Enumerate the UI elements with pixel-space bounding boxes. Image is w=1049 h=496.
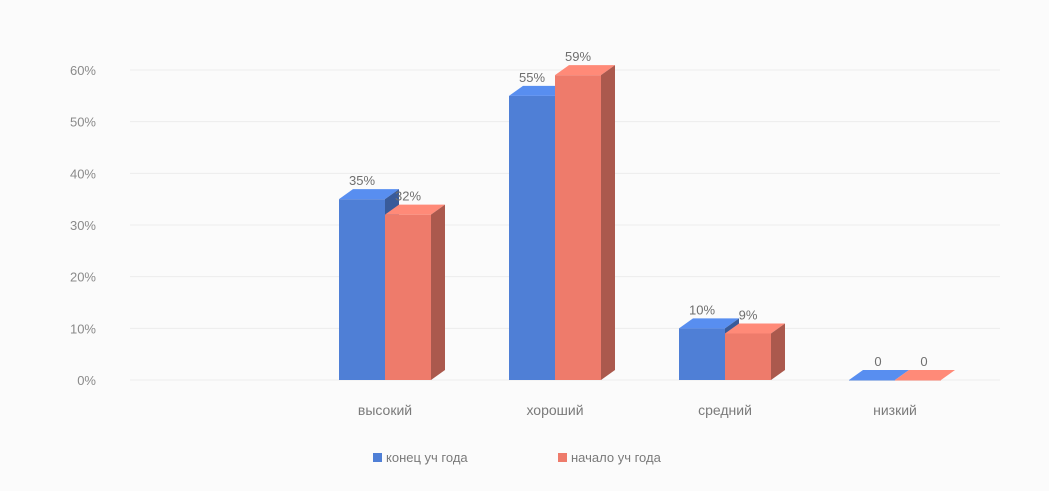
bar-top [385, 204, 445, 215]
legend-label: начало уч года [571, 450, 662, 465]
legend-label: конец уч года [386, 450, 468, 465]
data-label: 10% [689, 302, 715, 317]
bar-top [895, 370, 955, 380]
bar-front [895, 380, 941, 381]
bar-start-2 [725, 323, 785, 380]
legend-swatch [558, 453, 567, 462]
bar-front [679, 328, 725, 380]
x-tick-label: высокий [358, 402, 412, 418]
bar-start-3 [895, 370, 955, 381]
legend-swatch [373, 453, 382, 462]
y-tick-label: 20% [70, 270, 96, 285]
legend-item: начало уч года [558, 450, 662, 465]
bar-top [555, 65, 615, 76]
bar-side [601, 65, 615, 381]
y-tick-label: 40% [70, 166, 96, 181]
bar-top [679, 318, 739, 329]
legend: конец уч года начало уч года [373, 450, 662, 465]
x-tick-label: средний [698, 402, 752, 418]
bar-end-3 [849, 370, 909, 381]
bar-top [725, 323, 785, 334]
y-tick-label: 10% [70, 321, 96, 336]
data-label: 0 [874, 354, 881, 369]
bar-front [555, 75, 601, 381]
data-label: 32% [395, 189, 421, 204]
bar-front [385, 214, 431, 380]
bar-front [725, 333, 771, 380]
bar-top [339, 189, 399, 200]
data-label: 9% [739, 308, 758, 323]
data-labels: 35% 32% 55% 59% 10% 9% 0 0 [349, 49, 928, 369]
y-tick-label: 30% [70, 218, 96, 233]
y-tick-label: 0% [77, 373, 96, 388]
bar-side [771, 323, 785, 380]
data-label: 0 [920, 354, 927, 369]
data-label: 55% [519, 70, 545, 85]
bar-start-1 [555, 65, 615, 381]
bar-top [849, 370, 909, 380]
bar-start-0 [385, 204, 445, 380]
x-tick-label: хороший [526, 402, 583, 418]
y-tick-label: 50% [70, 115, 96, 130]
bar-side [431, 204, 445, 380]
data-label: 59% [565, 49, 591, 64]
legend-item: конец уч года [373, 450, 468, 465]
bar-front [339, 199, 385, 380]
bar-top [509, 85, 569, 96]
y-axis: 0% 10% 20% 30% 40% 50% 60% [70, 63, 96, 388]
y-tick-label: 60% [70, 63, 96, 78]
x-tick-label: низкий [873, 402, 917, 418]
data-label: 35% [349, 173, 375, 188]
bar-front [849, 380, 895, 381]
bar-front [509, 95, 555, 380]
bars [339, 65, 955, 381]
